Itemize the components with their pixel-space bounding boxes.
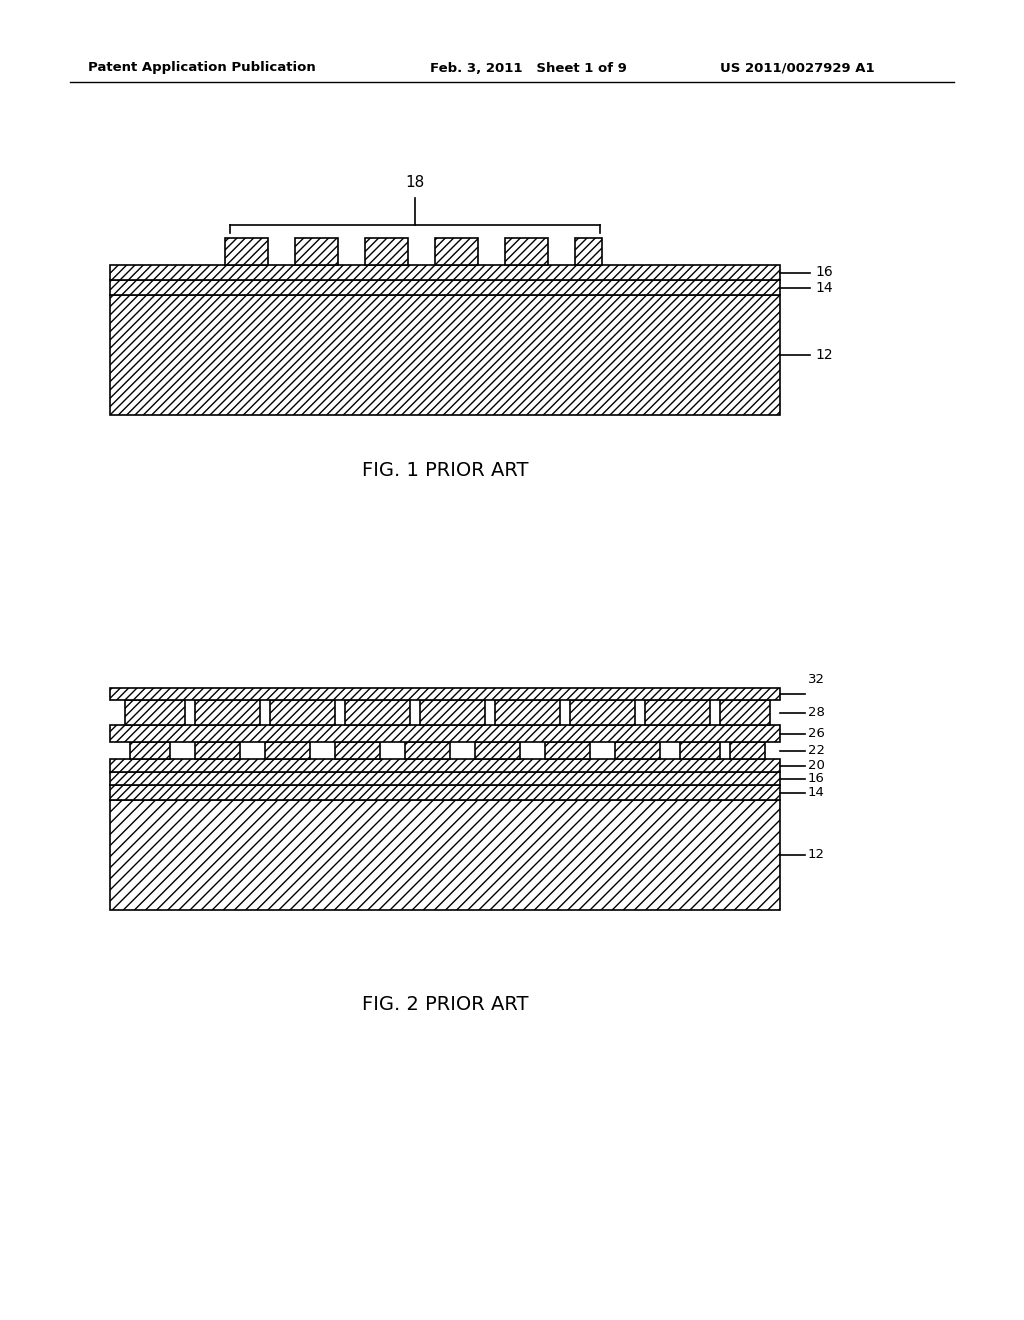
Text: 32: 32	[808, 673, 825, 686]
Polygon shape	[110, 785, 780, 800]
Polygon shape	[505, 238, 548, 265]
Polygon shape	[130, 742, 170, 759]
Polygon shape	[110, 280, 780, 294]
Text: 16: 16	[815, 265, 833, 280]
Text: US 2011/0027929 A1: US 2011/0027929 A1	[720, 62, 874, 74]
Polygon shape	[645, 700, 710, 725]
Polygon shape	[110, 265, 780, 280]
Polygon shape	[295, 238, 338, 265]
Text: FIG. 2 PRIOR ART: FIG. 2 PRIOR ART	[361, 995, 528, 1015]
Text: 26: 26	[808, 727, 825, 741]
Polygon shape	[570, 700, 635, 725]
Polygon shape	[406, 742, 450, 759]
Polygon shape	[335, 742, 380, 759]
Text: 28: 28	[808, 706, 825, 719]
Text: 12: 12	[808, 849, 825, 862]
Text: 22: 22	[808, 744, 825, 756]
Polygon shape	[365, 238, 408, 265]
Polygon shape	[545, 742, 590, 759]
Polygon shape	[195, 742, 240, 759]
Polygon shape	[680, 742, 720, 759]
Text: 14: 14	[808, 785, 825, 799]
Polygon shape	[615, 742, 660, 759]
Text: Patent Application Publication: Patent Application Publication	[88, 62, 315, 74]
Polygon shape	[720, 700, 770, 725]
Polygon shape	[110, 725, 780, 742]
Polygon shape	[575, 238, 602, 265]
Polygon shape	[110, 772, 780, 785]
Polygon shape	[225, 238, 268, 265]
Polygon shape	[110, 294, 780, 414]
Polygon shape	[110, 759, 780, 772]
Polygon shape	[435, 238, 478, 265]
Polygon shape	[110, 688, 780, 700]
Text: 14: 14	[815, 281, 833, 294]
Text: FIG. 1 PRIOR ART: FIG. 1 PRIOR ART	[361, 461, 528, 479]
Text: 18: 18	[406, 176, 425, 190]
Text: 12: 12	[815, 348, 833, 362]
Polygon shape	[420, 700, 485, 725]
Polygon shape	[125, 700, 185, 725]
Polygon shape	[195, 700, 260, 725]
Text: 20: 20	[808, 759, 825, 772]
Polygon shape	[345, 700, 410, 725]
Polygon shape	[475, 742, 520, 759]
Polygon shape	[265, 742, 310, 759]
Polygon shape	[495, 700, 560, 725]
Polygon shape	[270, 700, 335, 725]
Polygon shape	[110, 800, 780, 909]
Text: Feb. 3, 2011   Sheet 1 of 9: Feb. 3, 2011 Sheet 1 of 9	[430, 62, 627, 74]
Polygon shape	[730, 742, 765, 759]
Text: 16: 16	[808, 772, 825, 785]
